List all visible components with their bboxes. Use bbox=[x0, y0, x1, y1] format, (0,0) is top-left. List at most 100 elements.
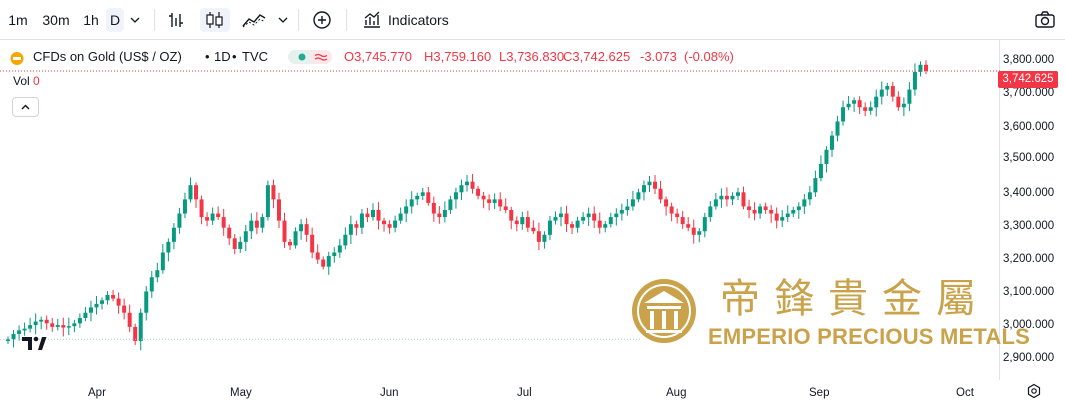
candle-body bbox=[879, 89, 884, 97]
legend-change: -3.073 bbox=[640, 49, 677, 64]
candle-body bbox=[276, 199, 281, 221]
toolbar-divider bbox=[298, 9, 299, 31]
candle-body bbox=[453, 192, 458, 200]
low-value: 3,736.830 bbox=[506, 49, 565, 64]
chevron-down-icon[interactable] bbox=[126, 8, 144, 32]
candle-body bbox=[404, 206, 409, 214]
candle-body bbox=[188, 185, 193, 200]
candle-body bbox=[608, 217, 613, 225]
time-tick: Aug bbox=[666, 387, 687, 399]
candle-body bbox=[282, 220, 287, 242]
candle-body bbox=[315, 252, 320, 260]
time-tick: May bbox=[230, 387, 252, 399]
candle-body bbox=[780, 217, 785, 221]
candle-body bbox=[802, 199, 807, 207]
open-label: O bbox=[344, 49, 355, 64]
interval-30m[interactable]: 30m bbox=[42, 12, 70, 28]
candle-body bbox=[503, 206, 508, 210]
candle-body bbox=[581, 217, 586, 221]
candle-body bbox=[769, 210, 774, 214]
candle-body bbox=[708, 206, 713, 218]
interval-d[interactable]: D bbox=[106, 8, 124, 32]
candle-body bbox=[387, 224, 392, 228]
candle-body bbox=[630, 199, 635, 207]
candle-body bbox=[868, 107, 873, 111]
candle-body bbox=[133, 326, 138, 342]
camera-icon[interactable] bbox=[1033, 8, 1057, 32]
candle-body bbox=[719, 195, 724, 200]
indicators-icon[interactable] bbox=[360, 8, 384, 32]
candle-body bbox=[111, 295, 116, 299]
candle-body bbox=[536, 231, 541, 242]
candle-body bbox=[603, 224, 608, 228]
candle-body bbox=[326, 256, 331, 267]
candle-body bbox=[171, 227, 176, 242]
candle-body bbox=[807, 192, 812, 200]
candle-body bbox=[221, 217, 226, 228]
candle-body bbox=[857, 100, 862, 108]
time-tick: Jun bbox=[380, 387, 399, 399]
toolbar-divider bbox=[154, 9, 155, 31]
gold-symbol-icon bbox=[10, 51, 24, 71]
candle-body bbox=[791, 210, 796, 214]
price-tick: 3,700.000 bbox=[1003, 87, 1055, 99]
candle-body bbox=[166, 241, 171, 253]
candle-body bbox=[144, 291, 149, 313]
candle-body bbox=[127, 312, 132, 327]
candle-body bbox=[199, 199, 204, 218]
candle-body bbox=[907, 89, 912, 104]
indicators-button[interactable]: Indicators bbox=[388, 12, 449, 28]
volume-value: 0 bbox=[33, 74, 40, 88]
candle-body bbox=[835, 121, 840, 136]
candle-body bbox=[44, 319, 49, 324]
symbol-name[interactable]: CFDs on Gold (US$ / OZ) bbox=[33, 49, 182, 64]
chevron-down-icon[interactable] bbox=[276, 8, 290, 32]
area-chart-icon[interactable] bbox=[240, 8, 268, 32]
candle-body bbox=[310, 234, 315, 253]
candle-body bbox=[293, 231, 298, 246]
candle-body bbox=[813, 178, 818, 193]
interval-1h[interactable]: 1h bbox=[83, 12, 99, 28]
emperio-logo-icon bbox=[632, 279, 696, 343]
market-status-toggle[interactable] bbox=[288, 49, 332, 71]
candle-body bbox=[149, 277, 154, 292]
candle-body bbox=[22, 328, 27, 331]
candle-body bbox=[559, 213, 564, 218]
candle-body bbox=[409, 199, 414, 207]
candle-body bbox=[55, 325, 60, 327]
candles-icon[interactable] bbox=[200, 8, 230, 32]
candle-body bbox=[332, 252, 337, 257]
candle-body bbox=[321, 259, 326, 267]
candle-body bbox=[470, 181, 475, 189]
candle-body bbox=[724, 195, 729, 200]
tradingview-logo[interactable] bbox=[20, 333, 48, 355]
collapse-legend-button[interactable] bbox=[12, 97, 39, 117]
candle-body bbox=[370, 210, 375, 218]
candle-body bbox=[194, 185, 199, 200]
legend-separator: • bbox=[232, 49, 237, 64]
bar-chart-icon[interactable] bbox=[164, 8, 188, 32]
candle-body bbox=[398, 213, 403, 221]
candle-body bbox=[66, 326, 71, 328]
candle-body bbox=[796, 206, 801, 210]
candle-body bbox=[586, 213, 591, 218]
chevron-up-icon bbox=[21, 104, 30, 110]
plus-circle-icon[interactable] bbox=[310, 8, 334, 32]
settings-icon[interactable] bbox=[1026, 383, 1042, 399]
interval-1m[interactable]: 1m bbox=[8, 12, 28, 28]
candle-body bbox=[747, 206, 752, 210]
high-value: 3,759.160 bbox=[433, 49, 492, 64]
candle-body bbox=[105, 295, 110, 301]
candle-body bbox=[232, 238, 237, 249]
candle-body bbox=[575, 220, 580, 228]
candle-body bbox=[675, 213, 680, 218]
volume-legend: Vol 0 bbox=[13, 73, 40, 89]
candle-body bbox=[465, 181, 469, 186]
last-price-label: 3,742.625 bbox=[998, 71, 1058, 88]
candlestick-chart[interactable] bbox=[0, 40, 1000, 380]
candle-body bbox=[564, 213, 569, 225]
candle-body bbox=[890, 86, 895, 97]
candle-body bbox=[88, 307, 93, 313]
candle-body bbox=[337, 245, 342, 253]
candle-body bbox=[254, 220, 259, 228]
